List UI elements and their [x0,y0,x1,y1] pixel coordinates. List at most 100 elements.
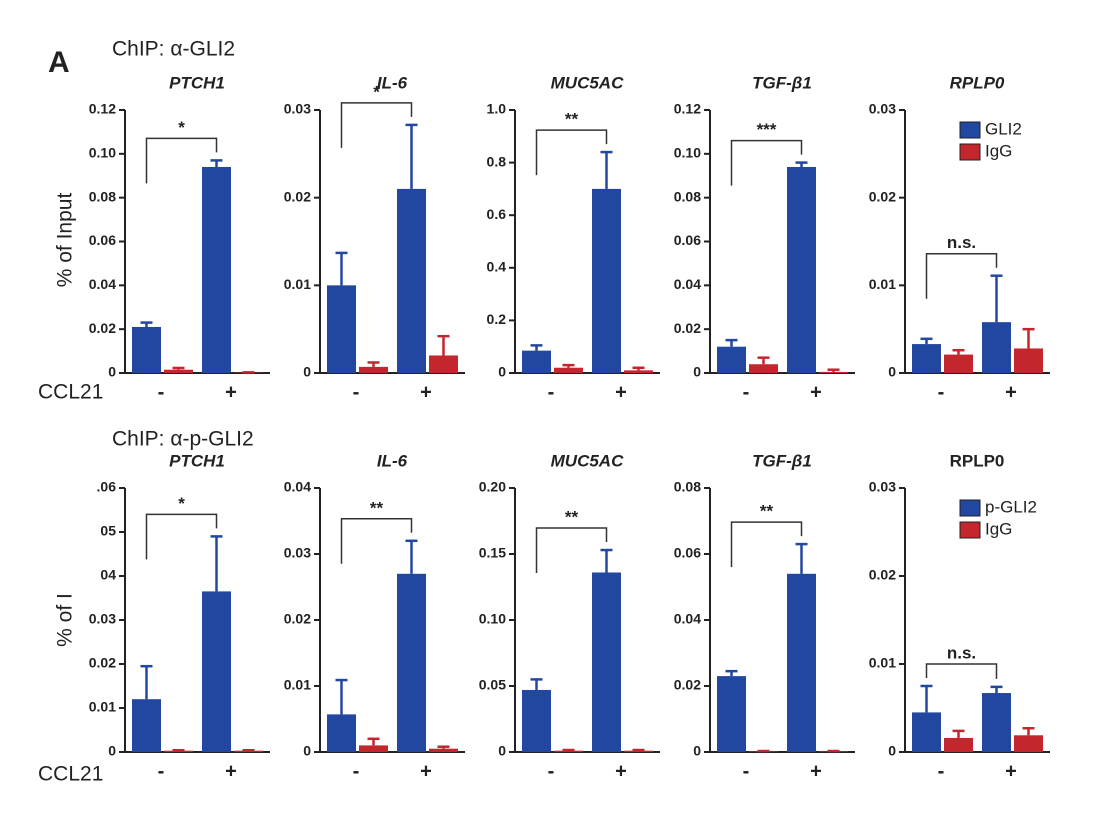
chart-title: IL-6 [377,73,408,92]
x-tick-label: + [615,381,627,403]
y-tick-label: 0.04 [89,276,116,292]
significance-bracket [925,663,998,679]
y-tick-label: 0.05 [479,677,506,693]
x-tick-label: - [938,381,945,403]
bar [554,750,583,752]
bar [202,591,231,752]
significance-label: *** [757,120,777,139]
bar [749,364,778,373]
y-tick-label: 0.02 [674,320,701,336]
y-tick-label: 0.15 [479,545,506,561]
significance-label: ** [565,110,579,129]
y-tick-label: 0.01 [869,655,896,671]
significance-label: * [178,118,185,137]
bar [359,745,388,752]
significance-label: ** [370,498,384,517]
y-tick-label: 0.8 [487,153,507,169]
x-axis-label: CCL21 [38,381,103,404]
bar [982,322,1011,373]
y-axis-label: % of Input [54,193,77,288]
significance-bracket [535,129,608,176]
y-axis-label: % of I [54,593,77,647]
legend-swatch [959,143,981,161]
chart-title: MUC5AC [551,451,624,470]
bar [397,573,426,752]
y-tick-label: 0.02 [284,188,311,204]
significance-label: n.s. [947,233,976,252]
bar [397,188,426,373]
bar [787,166,816,373]
bar [1014,735,1043,752]
y-tick-label: 0.06 [89,232,116,248]
bar [749,751,778,752]
bar [624,750,653,752]
bar [819,371,848,373]
bar [327,714,356,752]
y-tick-label: 0.03 [284,545,311,561]
chart-title: PTCH1 [169,451,225,470]
x-tick-label: + [615,760,627,782]
significance-bracket [730,139,803,186]
row-title: ChIP: α-GLI2 [112,38,235,61]
bar [819,751,848,752]
legend-label: p-GLI2 [985,497,1037,516]
x-tick-label: - [743,760,750,782]
bar [359,366,388,373]
bar [624,370,653,373]
legend-label: GLI2 [985,119,1022,138]
row-title: ChIP: α-p-GLI2 [112,428,254,451]
legend-swatch [959,521,981,539]
significance-bracket [340,102,413,148]
bar [429,355,458,373]
y-tick-label: 0 [498,743,506,759]
legend-swatch [959,121,981,139]
x-tick-label: + [420,760,432,782]
significance-bracket [730,521,803,568]
legend-swatch [959,499,981,517]
legend-label: IgG [985,519,1012,538]
bar [132,326,161,373]
y-tick-label: 0.01 [869,276,896,292]
y-tick-label: 0.03 [869,479,896,495]
x-tick-label: - [158,760,165,782]
y-tick-label: 0.12 [89,101,116,117]
y-tick-label: 0.03 [89,611,116,627]
y-tick-label: 0 [108,364,116,380]
y-tick-label: 0.02 [284,611,311,627]
bar [717,676,746,752]
y-tick-label: 1.0 [487,101,507,117]
significance-label: * [178,494,185,513]
x-tick-label: + [810,381,822,403]
y-tick-label: 0.2 [487,311,507,327]
significance-bracket [340,518,413,564]
y-tick-label: 0.02 [89,320,116,336]
y-tick-label: 0 [693,743,701,759]
y-tick-label: 0.02 [869,188,896,204]
bar [522,350,551,373]
panel-label: A [48,46,70,79]
chart-title: TGF-β1 [752,451,812,470]
y-tick-label: 0 [888,743,896,759]
y-tick-label: .06 [97,479,117,495]
bar [522,689,551,752]
y-tick-label: 0.02 [89,655,116,671]
bar [944,737,973,752]
x-tick-label: + [225,381,237,403]
y-tick-label: 0 [303,364,311,380]
y-tick-label: 04 [100,567,116,583]
bar [982,693,1011,752]
bar [592,572,621,752]
y-tick-label: 0.12 [674,101,701,117]
y-tick-label: 0.4 [487,259,507,275]
significance-label: ** [760,502,774,521]
y-tick-label: 0.03 [869,101,896,117]
y-tick-label: 0.01 [89,699,116,715]
x-tick-label: + [420,381,432,403]
chart-title: RPLP0 [950,451,1005,470]
y-tick-label: 0.06 [674,232,701,248]
y-tick-label: 0.01 [284,677,311,693]
y-tick-label: 0.10 [89,145,116,161]
chart-title: IL-6 [377,451,408,470]
y-tick-label: 0.01 [284,276,311,292]
